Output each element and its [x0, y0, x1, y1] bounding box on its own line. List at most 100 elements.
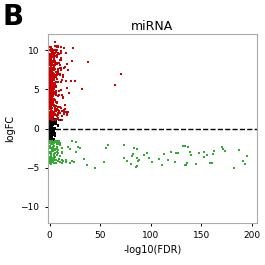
Point — [142, 153, 146, 157]
Point — [48, 130, 52, 134]
Point — [49, 131, 53, 135]
Point — [48, 121, 52, 125]
Point — [48, 118, 52, 122]
Point — [51, 72, 56, 76]
Point — [48, 124, 52, 128]
Point — [48, 131, 52, 135]
Point — [49, 53, 53, 58]
Point — [48, 128, 52, 132]
Point — [50, 81, 54, 85]
Point — [54, 93, 58, 98]
Point — [51, 91, 56, 95]
Point — [49, 137, 53, 141]
Point — [48, 83, 52, 87]
Point — [53, 107, 57, 111]
Point — [48, 124, 52, 128]
Point — [48, 132, 52, 137]
Point — [48, 90, 52, 94]
Point — [51, 116, 55, 120]
Point — [51, 89, 55, 93]
Point — [49, 150, 54, 154]
Point — [62, 110, 66, 114]
Point — [48, 73, 52, 77]
Point — [55, 62, 59, 66]
Point — [66, 68, 70, 72]
Point — [56, 111, 60, 115]
Point — [48, 63, 52, 67]
Point — [48, 112, 52, 116]
Point — [48, 127, 52, 131]
Point — [48, 115, 52, 119]
Point — [52, 128, 56, 132]
Point — [58, 58, 63, 62]
Point — [186, 144, 190, 149]
Point — [50, 60, 54, 64]
Point — [50, 72, 54, 76]
Point — [52, 120, 56, 125]
Point — [48, 59, 52, 63]
Point — [48, 102, 52, 106]
Point — [52, 59, 56, 63]
Point — [48, 92, 52, 97]
Point — [48, 120, 52, 125]
Point — [54, 101, 59, 105]
Point — [48, 55, 53, 59]
Point — [245, 154, 249, 158]
Point — [52, 134, 57, 138]
Point — [54, 75, 58, 79]
Point — [55, 148, 60, 152]
Point — [48, 82, 53, 86]
Point — [49, 139, 54, 143]
Point — [52, 154, 56, 158]
Point — [48, 122, 52, 126]
Point — [48, 132, 52, 136]
Point — [48, 60, 52, 64]
Point — [48, 123, 53, 127]
Point — [48, 130, 52, 134]
Point — [49, 77, 53, 81]
Point — [52, 82, 56, 86]
Point — [48, 101, 53, 105]
Point — [51, 63, 55, 67]
Point — [50, 130, 54, 134]
Point — [56, 105, 60, 110]
Point — [48, 77, 52, 81]
Point — [50, 48, 55, 52]
Point — [48, 131, 52, 135]
Point — [49, 67, 54, 71]
Point — [64, 79, 68, 83]
Point — [52, 58, 56, 62]
Point — [54, 119, 58, 123]
Point — [48, 122, 52, 126]
Point — [48, 137, 53, 142]
Point — [241, 159, 245, 163]
Point — [50, 114, 54, 119]
Point — [49, 68, 53, 72]
Point — [51, 156, 55, 160]
Point — [193, 162, 198, 166]
Point — [48, 107, 52, 111]
Point — [48, 81, 52, 85]
Point — [51, 55, 55, 59]
Point — [48, 133, 52, 137]
Point — [48, 123, 52, 127]
Point — [63, 107, 67, 111]
Point — [48, 48, 52, 52]
Point — [48, 127, 52, 131]
Point — [49, 116, 53, 121]
Point — [48, 115, 52, 119]
Point — [48, 79, 52, 83]
Point — [51, 113, 56, 117]
Point — [52, 77, 56, 82]
Point — [48, 137, 52, 141]
Point — [50, 115, 54, 119]
Point — [49, 108, 54, 112]
Point — [63, 65, 67, 70]
Point — [49, 98, 53, 102]
Point — [56, 51, 60, 55]
Point — [53, 106, 57, 110]
Point — [55, 52, 59, 57]
Point — [49, 134, 54, 139]
Point — [48, 105, 52, 109]
Point — [50, 112, 54, 116]
